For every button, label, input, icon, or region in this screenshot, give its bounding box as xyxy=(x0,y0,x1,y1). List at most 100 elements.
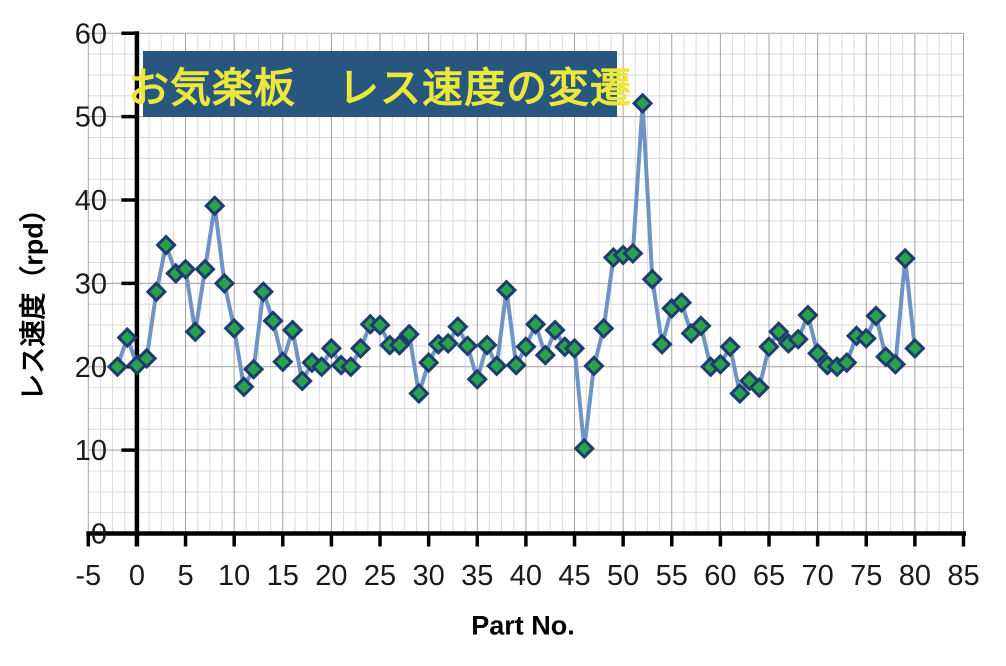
data-point xyxy=(398,323,420,345)
x-tick-label: 10 xyxy=(218,560,250,592)
x-tick-label: 50 xyxy=(607,560,639,592)
data-point xyxy=(116,326,138,349)
data-point xyxy=(204,195,226,217)
chart-title-box: お気楽板 レス速度の変遷 xyxy=(128,51,631,117)
data-point xyxy=(670,291,693,314)
y-tick-label: 0 xyxy=(91,519,107,551)
data-point xyxy=(476,334,498,356)
y-tick-label: 30 xyxy=(75,268,107,300)
data-point xyxy=(593,317,615,340)
data-point xyxy=(787,328,809,350)
chart-title: お気楽板 レス速度の変遷 xyxy=(128,65,632,111)
data-point xyxy=(622,242,644,265)
x-tick-label: 55 xyxy=(656,560,688,592)
data-point xyxy=(709,353,732,375)
data-point xyxy=(690,315,712,337)
data-point xyxy=(768,321,790,343)
data-point xyxy=(408,382,430,405)
x-tick-labels: -5 0 5 10 15 20 25 30 35 40 45 50 55 60 65 70 75 80 85 xyxy=(75,560,979,592)
x-tick-label: 0 xyxy=(129,560,145,592)
data-point xyxy=(495,279,518,301)
x-tick-label: 80 xyxy=(899,560,931,592)
data-point xyxy=(631,92,654,114)
data-point xyxy=(515,336,537,358)
data-point xyxy=(145,281,167,303)
data-point xyxy=(136,347,158,370)
data-point xyxy=(505,354,527,376)
data-point xyxy=(233,376,255,398)
x-tick-label: 40 xyxy=(510,560,542,592)
data-point xyxy=(155,234,177,256)
x-tick-label: 45 xyxy=(558,560,590,592)
data-point xyxy=(223,317,245,340)
data-point xyxy=(388,334,411,356)
data-point xyxy=(583,355,605,377)
data-point xyxy=(525,313,547,335)
x-tick-label: 85 xyxy=(947,560,979,592)
data-point xyxy=(884,353,907,375)
data-point xyxy=(719,336,741,358)
data-point xyxy=(272,351,294,373)
data-point xyxy=(865,305,887,327)
series-markers xyxy=(106,92,926,460)
data-point xyxy=(281,319,304,341)
data-point xyxy=(311,356,333,378)
data-point xyxy=(106,356,129,378)
y-tick-labels: 0 10 20 30 40 50 60 xyxy=(75,18,107,550)
data-point xyxy=(544,319,566,341)
data-point xyxy=(758,336,780,358)
y-axis-title: レス速度（rpd） xyxy=(18,195,49,401)
data-point xyxy=(729,382,751,405)
data-point xyxy=(349,337,372,360)
data-point xyxy=(437,332,459,355)
data-point xyxy=(904,337,926,360)
x-tick-label: 65 xyxy=(753,560,785,592)
y-tick-label: 60 xyxy=(75,18,107,50)
data-point xyxy=(320,337,343,360)
data-point xyxy=(641,268,663,290)
x-tick-label: 25 xyxy=(364,560,396,592)
series-line xyxy=(115,101,917,451)
data-point xyxy=(262,310,284,332)
data-point xyxy=(466,368,488,390)
data-point xyxy=(194,258,216,280)
data-point xyxy=(242,358,265,380)
x-tick-label: 5 xyxy=(177,560,193,592)
x-tick-label: 35 xyxy=(461,560,493,592)
x-tick-label: 20 xyxy=(315,560,347,592)
x-tick-label: 60 xyxy=(704,560,736,592)
data-point xyxy=(563,337,586,360)
y-tick-label: 50 xyxy=(75,102,107,134)
data-point xyxy=(418,351,440,374)
y-tick-label: 20 xyxy=(75,352,107,384)
data-point xyxy=(291,370,313,392)
data-point xyxy=(486,355,508,377)
data-point xyxy=(807,342,829,365)
x-tick-label: -5 xyxy=(75,560,101,592)
data-point xyxy=(184,321,206,343)
data-point xyxy=(855,327,877,350)
y-tick-label: 40 xyxy=(75,185,107,217)
data-point xyxy=(174,258,197,280)
data-point xyxy=(836,351,858,374)
y-tick-label: 10 xyxy=(75,435,107,467)
x-tick-label: 15 xyxy=(267,560,299,592)
data-point xyxy=(534,344,556,366)
data-point xyxy=(797,304,819,326)
data-point xyxy=(213,272,236,295)
x-tick-label: 75 xyxy=(850,560,882,592)
data-point xyxy=(369,314,391,336)
data-point xyxy=(447,316,469,338)
data-point xyxy=(748,376,770,399)
x-tick-label: 70 xyxy=(802,560,834,592)
data-point xyxy=(651,333,673,355)
axes xyxy=(86,31,966,547)
data-point xyxy=(894,247,916,270)
data-point xyxy=(573,437,595,460)
data-point xyxy=(456,335,479,357)
x-axis-title: Part No. xyxy=(471,610,575,641)
data-point xyxy=(252,281,274,303)
data-point xyxy=(340,356,362,378)
